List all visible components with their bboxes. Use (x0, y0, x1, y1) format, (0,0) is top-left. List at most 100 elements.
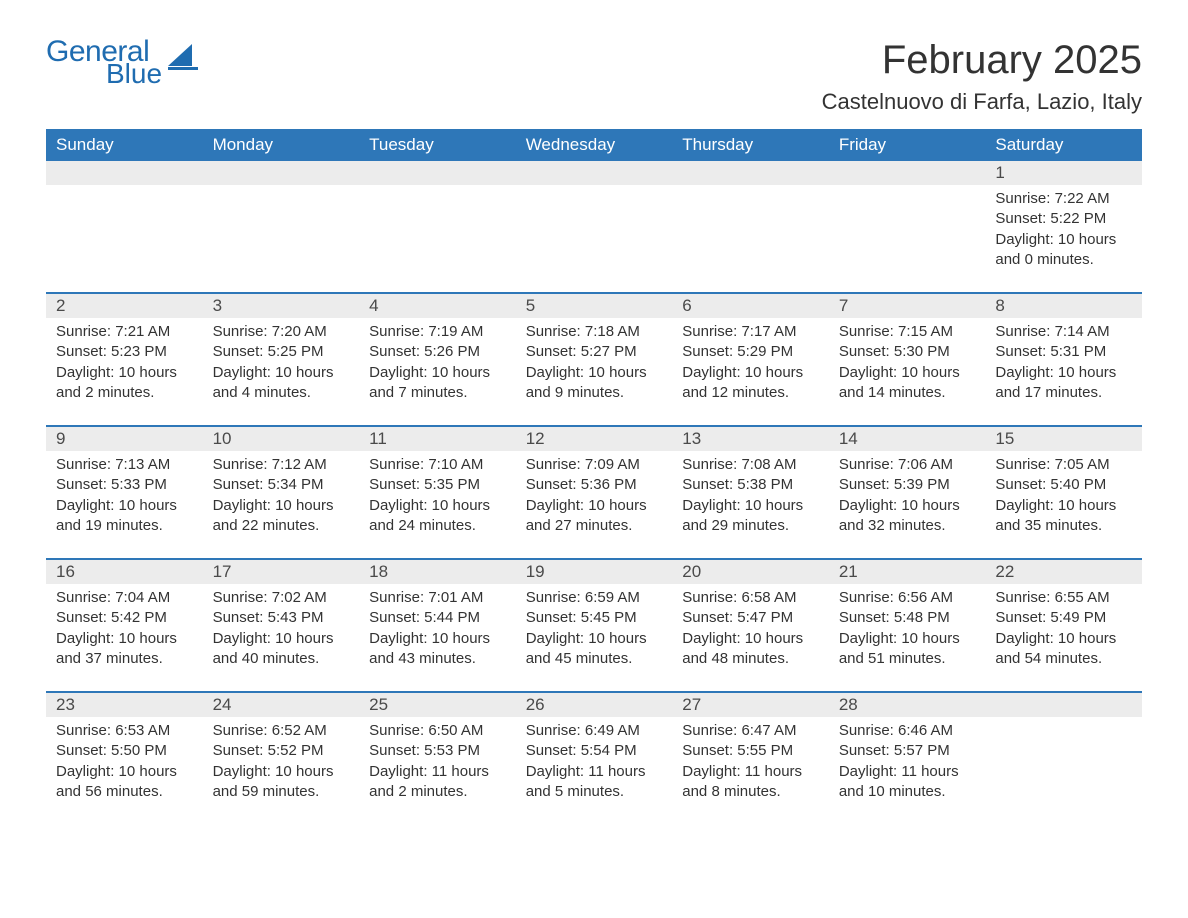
day-number: 19 (516, 559, 673, 584)
daylight-text: Daylight: 10 hours and 22 minutes. (213, 496, 350, 537)
daylight-text: Daylight: 10 hours and 43 minutes. (369, 629, 506, 670)
sunset-text: Sunset: 5:34 PM (213, 475, 350, 495)
day-number: 5 (516, 293, 673, 318)
daylight-text: Daylight: 10 hours and 0 minutes. (995, 230, 1132, 271)
sunrise-text: Sunrise: 7:22 AM (995, 189, 1132, 209)
daylight-text: Daylight: 10 hours and 35 minutes. (995, 496, 1132, 537)
day-content: Sunrise: 7:09 AMSunset: 5:36 PMDaylight:… (516, 451, 673, 558)
calendar-cell: 20Sunrise: 6:58 AMSunset: 5:47 PMDayligh… (672, 559, 829, 692)
sunrise-text: Sunrise: 6:50 AM (369, 721, 506, 741)
sunrise-text: Sunrise: 7:19 AM (369, 322, 506, 342)
day-number (359, 161, 516, 185)
day-number: 9 (46, 426, 203, 451)
daylight-text: Daylight: 10 hours and 12 minutes. (682, 363, 819, 404)
day-content: Sunrise: 6:55 AMSunset: 5:49 PMDaylight:… (985, 584, 1142, 691)
day-content: Sunrise: 6:52 AMSunset: 5:52 PMDaylight:… (203, 717, 360, 824)
day-content: Sunrise: 6:46 AMSunset: 5:57 PMDaylight:… (829, 717, 986, 824)
calendar-table: SundayMondayTuesdayWednesdayThursdayFrid… (46, 129, 1142, 824)
day-content: Sunrise: 7:21 AMSunset: 5:23 PMDaylight:… (46, 318, 203, 425)
sunrise-text: Sunrise: 7:12 AM (213, 455, 350, 475)
calendar-cell: 22Sunrise: 6:55 AMSunset: 5:49 PMDayligh… (985, 559, 1142, 692)
sunset-text: Sunset: 5:26 PM (369, 342, 506, 362)
daylight-text: Daylight: 11 hours and 8 minutes. (682, 762, 819, 803)
day-content: Sunrise: 6:53 AMSunset: 5:50 PMDaylight:… (46, 717, 203, 824)
day-number: 7 (829, 293, 986, 318)
calendar-cell: 11Sunrise: 7:10 AMSunset: 5:35 PMDayligh… (359, 426, 516, 559)
daylight-text: Daylight: 10 hours and 4 minutes. (213, 363, 350, 404)
day-content: Sunrise: 7:12 AMSunset: 5:34 PMDaylight:… (203, 451, 360, 558)
day-header: Sunday (46, 129, 203, 161)
day-number: 13 (672, 426, 829, 451)
day-content (672, 185, 829, 211)
day-content (516, 185, 673, 211)
day-header: Saturday (985, 129, 1142, 161)
day-content (359, 185, 516, 211)
calendar-cell: 13Sunrise: 7:08 AMSunset: 5:38 PMDayligh… (672, 426, 829, 559)
day-content: Sunrise: 7:22 AMSunset: 5:22 PMDaylight:… (985, 185, 1142, 292)
page-header: General Blue February 2025 Castelnuovo d… (46, 38, 1142, 115)
day-number (829, 161, 986, 185)
day-content: Sunrise: 6:59 AMSunset: 5:45 PMDaylight:… (516, 584, 673, 691)
week-number-row: 2Sunrise: 7:21 AMSunset: 5:23 PMDaylight… (46, 293, 1142, 426)
day-content: Sunrise: 7:01 AMSunset: 5:44 PMDaylight:… (359, 584, 516, 691)
sunrise-text: Sunrise: 6:59 AM (526, 588, 663, 608)
day-number: 1 (985, 161, 1142, 185)
day-number: 14 (829, 426, 986, 451)
day-content (203, 185, 360, 211)
daylight-text: Daylight: 10 hours and 9 minutes. (526, 363, 663, 404)
day-number: 23 (46, 692, 203, 717)
day-number: 2 (46, 293, 203, 318)
sunset-text: Sunset: 5:36 PM (526, 475, 663, 495)
daylight-text: Daylight: 10 hours and 48 minutes. (682, 629, 819, 670)
day-content (46, 185, 203, 211)
day-number: 8 (985, 293, 1142, 318)
sunset-text: Sunset: 5:30 PM (839, 342, 976, 362)
day-content: Sunrise: 7:05 AMSunset: 5:40 PMDaylight:… (985, 451, 1142, 558)
calendar-cell: 25Sunrise: 6:50 AMSunset: 5:53 PMDayligh… (359, 692, 516, 825)
calendar-cell: 1Sunrise: 7:22 AMSunset: 5:22 PMDaylight… (985, 161, 1142, 293)
day-content: Sunrise: 7:19 AMSunset: 5:26 PMDaylight:… (359, 318, 516, 425)
day-number: 20 (672, 559, 829, 584)
day-content: Sunrise: 7:02 AMSunset: 5:43 PMDaylight:… (203, 584, 360, 691)
day-number (46, 161, 203, 185)
calendar-cell: 23Sunrise: 6:53 AMSunset: 5:50 PMDayligh… (46, 692, 203, 825)
sunset-text: Sunset: 5:50 PM (56, 741, 193, 761)
calendar-cell: 9Sunrise: 7:13 AMSunset: 5:33 PMDaylight… (46, 426, 203, 559)
daylight-text: Daylight: 10 hours and 24 minutes. (369, 496, 506, 537)
sunset-text: Sunset: 5:39 PM (839, 475, 976, 495)
calendar-cell: 7Sunrise: 7:15 AMSunset: 5:30 PMDaylight… (829, 293, 986, 426)
sunrise-text: Sunrise: 7:18 AM (526, 322, 663, 342)
day-number: 27 (672, 692, 829, 717)
daylight-text: Daylight: 10 hours and 56 minutes. (56, 762, 193, 803)
day-number: 4 (359, 293, 516, 318)
calendar-cell (203, 161, 360, 293)
brand-logo: General Blue (46, 38, 198, 87)
calendar-cell (516, 161, 673, 293)
day-header-row: SundayMondayTuesdayWednesdayThursdayFrid… (46, 129, 1142, 161)
day-number (516, 161, 673, 185)
sunrise-text: Sunrise: 6:49 AM (526, 721, 663, 741)
sunset-text: Sunset: 5:55 PM (682, 741, 819, 761)
daylight-text: Daylight: 10 hours and 40 minutes. (213, 629, 350, 670)
sunrise-text: Sunrise: 6:53 AM (56, 721, 193, 741)
day-content (829, 185, 986, 211)
sunset-text: Sunset: 5:31 PM (995, 342, 1132, 362)
sunrise-text: Sunrise: 7:06 AM (839, 455, 976, 475)
daylight-text: Daylight: 11 hours and 2 minutes. (369, 762, 506, 803)
sunrise-text: Sunrise: 7:08 AM (682, 455, 819, 475)
sunrise-text: Sunrise: 6:52 AM (213, 721, 350, 741)
calendar-cell: 27Sunrise: 6:47 AMSunset: 5:55 PMDayligh… (672, 692, 829, 825)
sunset-text: Sunset: 5:25 PM (213, 342, 350, 362)
week-number-row: 9Sunrise: 7:13 AMSunset: 5:33 PMDaylight… (46, 426, 1142, 559)
calendar-cell (359, 161, 516, 293)
calendar-cell: 6Sunrise: 7:17 AMSunset: 5:29 PMDaylight… (672, 293, 829, 426)
sunrise-text: Sunrise: 7:21 AM (56, 322, 193, 342)
day-number: 24 (203, 692, 360, 717)
sail-icon (168, 44, 198, 75)
sunrise-text: Sunrise: 7:10 AM (369, 455, 506, 475)
day-number: 16 (46, 559, 203, 584)
day-content: Sunrise: 6:50 AMSunset: 5:53 PMDaylight:… (359, 717, 516, 824)
sunset-text: Sunset: 5:40 PM (995, 475, 1132, 495)
sunrise-text: Sunrise: 7:01 AM (369, 588, 506, 608)
daylight-text: Daylight: 10 hours and 45 minutes. (526, 629, 663, 670)
